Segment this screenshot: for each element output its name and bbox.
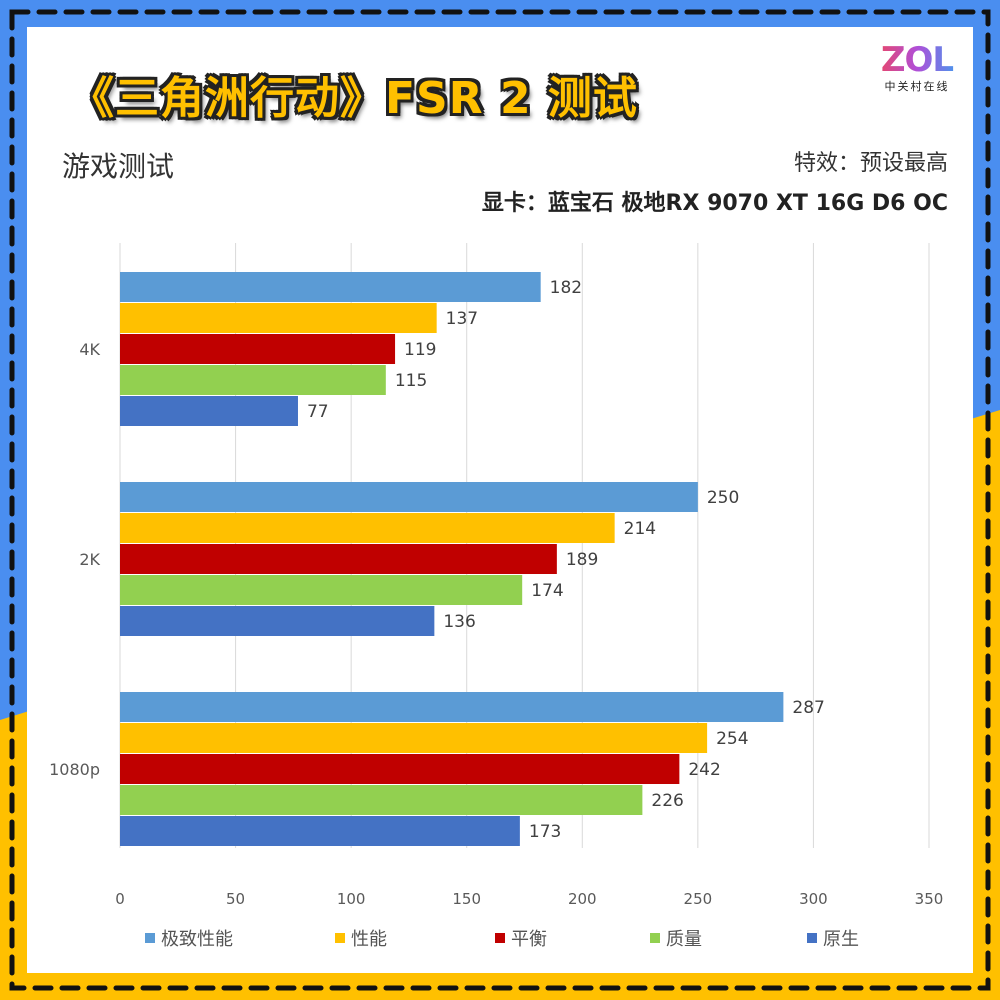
legend-label: 性能	[351, 929, 387, 950]
legend-swatch	[335, 933, 345, 943]
x-tick-label: 300	[799, 890, 828, 908]
x-tick-label: 0	[115, 890, 125, 908]
bar	[120, 396, 298, 426]
legend-item: 平衡	[495, 925, 547, 951]
legend-swatch	[495, 933, 505, 943]
data-label: 115	[395, 371, 427, 391]
category-label: 2K	[79, 550, 100, 569]
gpu-label: 显卡：蓝宝石 极地RX 9070 XT 16G D6 OC	[481, 191, 948, 216]
x-tick-label: 150	[452, 890, 481, 908]
bar	[120, 754, 680, 784]
legend-item: 极致性能	[145, 925, 233, 951]
effects-setting: 特效：预设最高	[793, 151, 948, 176]
x-tick-label: 50	[226, 890, 245, 908]
bar	[120, 303, 437, 333]
data-label: 287	[792, 698, 824, 718]
data-label: 250	[707, 488, 739, 508]
bar	[120, 513, 615, 543]
data-label: 77	[307, 402, 329, 422]
data-label: 214	[624, 519, 656, 539]
data-label: 174	[531, 581, 563, 601]
data-label: 189	[566, 550, 598, 570]
bar	[120, 785, 643, 815]
bar	[120, 544, 557, 574]
legend-swatch	[145, 933, 155, 943]
data-label: 242	[688, 760, 720, 780]
zol-logo: ZOL 中关村在线	[872, 42, 962, 94]
chart-subtitle: 游戏测试	[62, 150, 175, 183]
legend-label: 平衡	[511, 929, 547, 950]
legend-item: 性能	[335, 925, 387, 951]
bar	[120, 723, 708, 753]
data-label: 173	[529, 822, 561, 842]
legend-label: 质量	[666, 929, 702, 950]
x-tick-label: 350	[915, 890, 944, 908]
data-label: 226	[651, 791, 683, 811]
bar	[120, 692, 784, 722]
x-tick-label: 100	[337, 890, 366, 908]
bar	[120, 334, 396, 364]
x-tick-label: 250	[684, 890, 713, 908]
data-label: 119	[404, 340, 436, 360]
category-label: 1080p	[49, 760, 100, 779]
page-title: 《三角洲行动》FSR 2 测试	[70, 73, 638, 124]
category-label: 4K	[79, 340, 100, 359]
data-label: 136	[443, 612, 475, 632]
bar	[120, 606, 435, 636]
x-tick-label: 200	[568, 890, 597, 908]
legend-item: 质量	[650, 925, 702, 951]
bar	[120, 575, 523, 605]
data-label: 182	[550, 278, 582, 298]
legend-label: 极致性能	[161, 929, 233, 950]
data-label: 137	[446, 309, 478, 329]
bar	[120, 365, 386, 395]
legend-label: 原生	[823, 929, 859, 950]
bar	[120, 816, 520, 846]
legend-swatch	[807, 933, 817, 943]
bar	[120, 482, 698, 512]
legend-swatch	[650, 933, 660, 943]
data-label: 254	[716, 729, 748, 749]
legend-item: 原生	[807, 925, 859, 951]
bar	[120, 272, 541, 302]
